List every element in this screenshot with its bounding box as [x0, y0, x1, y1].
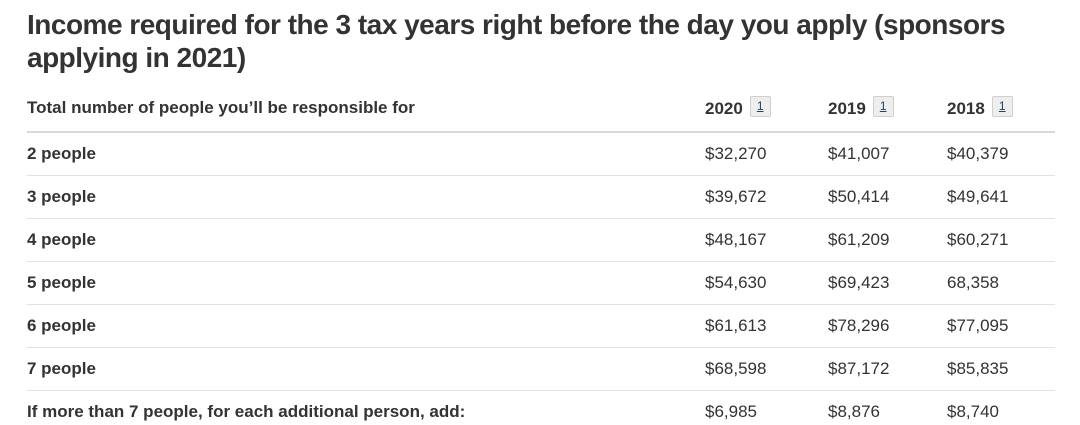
row-value-2019: $61,209	[828, 218, 947, 262]
row-value-2018: $40,379	[947, 132, 1055, 176]
row-value-2020: $54,630	[705, 261, 828, 305]
year-label: 2019	[828, 99, 866, 118]
row-label: 4 people	[27, 218, 705, 262]
income-table: Total number of people you’ll be respons…	[27, 92, 1055, 425]
footnote-1-link[interactable]: 1	[872, 96, 894, 117]
row-value-2019: $8,876	[828, 402, 880, 421]
table-row: 4 people $48,167 $61,209 $60,271	[27, 218, 1055, 262]
row-label: 7 people	[27, 347, 705, 391]
row-value-2018: $8,740	[947, 402, 999, 421]
table-row: 6 people $61,613 $78,296 $77,095	[27, 304, 1055, 348]
row-value-2018: $85,835	[947, 347, 1055, 391]
income-table-header: Total number of people you’ll be respons…	[27, 92, 1055, 133]
header-row: Total number of people you’ll be respons…	[27, 92, 1055, 133]
table-row: 5 people $54,630 $69,423 68,358	[27, 261, 1055, 305]
row-label: 3 people	[27, 175, 705, 219]
header-year-column: 2020 1	[705, 92, 828, 133]
row-label: 2 people	[27, 132, 705, 176]
row-value-2019: $78,296	[828, 304, 947, 348]
row-value-2019: $50,414	[828, 175, 947, 219]
row-label: If more than 7 people, for each addition…	[27, 402, 466, 421]
header-people-column: Total number of people you’ll be respons…	[27, 92, 705, 133]
table-row: If more than 7 people, for each addition…	[27, 391, 1055, 425]
row-value-2018: $49,641	[947, 175, 1055, 219]
year-label: 2018	[947, 99, 985, 118]
row-value-2020: $61,613	[705, 304, 828, 348]
row-value-2018: $60,271	[947, 218, 1055, 262]
row-value-2020: $6,985	[705, 402, 757, 421]
row-value-2019: $87,172	[828, 347, 947, 391]
table-row: 7 people $68,598 $87,172 $85,835	[27, 347, 1055, 391]
row-value-2020: $32,270	[705, 132, 828, 176]
row-value-2019: $41,007	[828, 132, 947, 176]
row-value-2020: $68,598	[705, 347, 828, 391]
income-table-body: 2 people $32,270 $41,007 $40,379 3 peopl…	[27, 132, 1055, 425]
footnote-1-link[interactable]: 1	[749, 96, 771, 117]
row-value-2019: $69,423	[828, 261, 947, 305]
year-label: 2020	[705, 99, 743, 118]
header-year-column: 2019 1	[828, 92, 947, 133]
row-label: 6 people	[27, 304, 705, 348]
row-value-2020: $39,672	[705, 175, 828, 219]
table-row: 2 people $32,270 $41,007 $40,379	[27, 132, 1055, 176]
table-row: 3 people $39,672 $50,414 $49,641	[27, 175, 1055, 219]
row-label: 5 people	[27, 261, 705, 305]
row-value-2020: $48,167	[705, 218, 828, 262]
row-value-2018: $77,095	[947, 304, 1055, 348]
footnote-1-link[interactable]: 1	[991, 96, 1013, 117]
page-title: Income required for the 3 tax years righ…	[27, 9, 1006, 73]
row-value-2018: 68,358	[947, 261, 1055, 305]
header-year-column: 2018 1	[947, 92, 1055, 133]
